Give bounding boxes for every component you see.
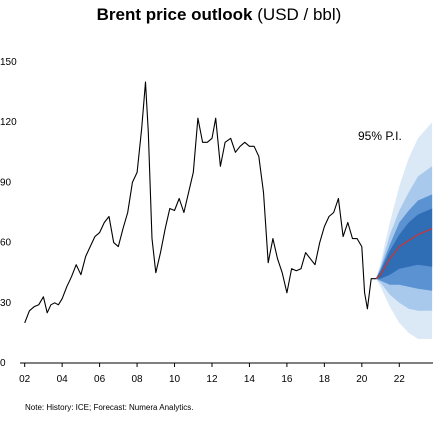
y-tick-label: 90 bbox=[0, 177, 12, 188]
history-line bbox=[24, 81, 381, 324]
footnote: Note: History: ICE; Forecast: Numera Ana… bbox=[25, 403, 194, 412]
x-tick-label: 20 bbox=[356, 374, 368, 385]
y-tick-label: 120 bbox=[0, 117, 17, 128]
y-tick-label: 60 bbox=[0, 238, 12, 249]
x-tick-label: 16 bbox=[281, 374, 293, 385]
forecast-median-line bbox=[375, 228, 433, 280]
x-tick-label: 22 bbox=[394, 374, 406, 385]
x-tick-label: 02 bbox=[19, 374, 31, 385]
chart-title-main: Brent price outlook bbox=[96, 5, 253, 24]
x-tick-label: 08 bbox=[132, 374, 144, 385]
y-tick-label: 30 bbox=[0, 298, 12, 309]
tick-labels-layer: 0 30 60 90 120 150 02 04 06 08 10 12 14 16 18 20 22 bbox=[0, 57, 405, 385]
x-tick-label: 06 bbox=[94, 374, 106, 385]
forecast-bands-layer bbox=[375, 122, 433, 339]
x-tick-label: 18 bbox=[319, 374, 331, 385]
prediction-interval-annotation: 95% P.I. bbox=[358, 129, 402, 143]
chart-title: Brent price outlook (USD / bbl) bbox=[0, 5, 438, 25]
x-tick-label: 14 bbox=[244, 374, 256, 385]
x-tick-label: 10 bbox=[169, 374, 181, 385]
chart-title-unit: (USD / bbl) bbox=[257, 5, 342, 24]
y-tick-label: 0 bbox=[0, 358, 6, 369]
y-tick-label: 150 bbox=[0, 57, 17, 68]
axis-layer bbox=[20, 362, 433, 367]
x-tick-label: 04 bbox=[57, 374, 69, 385]
lines-layer bbox=[24, 81, 433, 324]
x-tick-label: 12 bbox=[206, 374, 218, 385]
